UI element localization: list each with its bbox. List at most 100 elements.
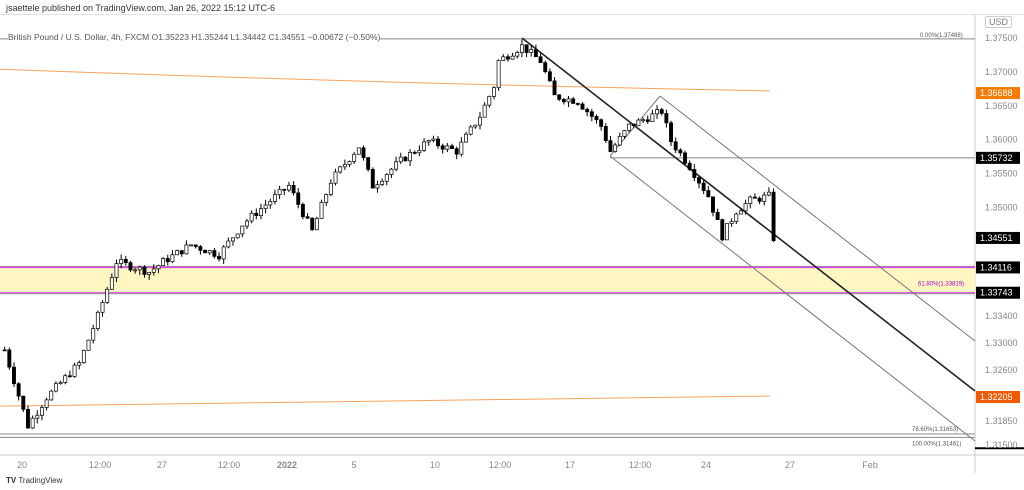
candle-body — [464, 133, 468, 143]
candle-body — [575, 103, 580, 105]
candle-body — [478, 116, 482, 126]
candle-body — [627, 123, 632, 131]
candle-body — [39, 407, 44, 416]
price-tag-label: 1.33743 — [980, 288, 1013, 298]
time-axis-label: 10 — [430, 460, 440, 470]
candle-body — [259, 208, 263, 217]
candle-body — [347, 161, 352, 165]
candle-body — [203, 250, 207, 254]
candle-body — [440, 145, 445, 150]
candle-body — [757, 197, 762, 202]
candle-body — [356, 147, 361, 155]
candle-body — [566, 98, 571, 103]
candle-body — [459, 141, 464, 155]
candle-body — [109, 277, 114, 290]
candle-body — [687, 162, 692, 170]
candle-body — [589, 111, 594, 117]
candle-body — [305, 216, 310, 219]
candle-body — [678, 149, 683, 154]
candle-body — [394, 161, 399, 170]
candle-body — [408, 151, 413, 162]
candle-body — [655, 109, 660, 115]
candle-body — [272, 194, 277, 202]
candle-body — [221, 246, 226, 260]
candle-body — [63, 375, 68, 383]
candle-body — [147, 272, 152, 275]
price-tag — [976, 151, 1020, 164]
candle-body — [673, 141, 678, 151]
candle-body — [580, 103, 585, 110]
candle-body — [594, 116, 599, 121]
candle-body — [636, 119, 641, 127]
candle-body — [333, 171, 338, 184]
candle-body — [370, 169, 375, 189]
price-axis-label: 1.33000 — [985, 338, 1018, 348]
price-axis-label: 1.33400 — [985, 311, 1018, 321]
candle-body — [515, 52, 520, 57]
candle-body — [468, 126, 473, 135]
candle-body — [91, 328, 96, 341]
candle-body — [77, 362, 82, 366]
candle-body — [324, 194, 329, 203]
candle-body — [128, 262, 133, 271]
candle-body — [95, 311, 100, 329]
candle-body — [12, 366, 16, 385]
candle-body — [170, 254, 175, 263]
candle-body — [319, 202, 324, 219]
moving-average-lower — [0, 395, 771, 407]
candle-body — [86, 339, 91, 351]
candle-body — [26, 408, 30, 429]
fib-label: 0.00%(1.37488) — [920, 33, 963, 39]
currency-label[interactable]: USD — [985, 16, 1013, 28]
candle-body — [30, 417, 35, 429]
tradingview-logo[interactable]: TV TradingView — [6, 476, 63, 485]
time-axis-label: Feb — [862, 460, 878, 470]
candle-body — [706, 190, 711, 198]
support-zone — [0, 267, 975, 293]
candle-body — [389, 168, 394, 175]
candle-body — [748, 196, 753, 204]
candle-body — [198, 246, 203, 251]
candle-body — [510, 55, 515, 60]
time-axis-label: 20 — [17, 460, 27, 470]
candle-body — [729, 221, 734, 224]
channel-upper-line — [659, 95, 976, 342]
publisher-line: jsaettele published on TradingView.com, … — [6, 3, 276, 13]
candle-body — [342, 164, 347, 168]
candle-body — [519, 44, 524, 53]
time-axis-label: 27 — [157, 460, 167, 470]
candle-body — [734, 213, 739, 222]
candle-body — [245, 220, 249, 227]
candle-body — [35, 414, 40, 419]
candle-body — [501, 56, 506, 61]
time-axis-label: 12:00 — [218, 460, 241, 470]
candle-body — [384, 174, 389, 182]
candle-body — [492, 87, 496, 97]
price-axis-label: 1.37500 — [985, 33, 1018, 43]
candle-body — [72, 364, 77, 377]
candle-body — [58, 382, 63, 385]
candle-body — [529, 49, 534, 53]
candle-body — [263, 204, 268, 209]
candle-body — [282, 188, 287, 191]
candle-body — [603, 126, 608, 142]
candle-body — [328, 182, 333, 195]
price-chart[interactable]: 1.37500 1.37000 1.36500 1.36000 1.35500 1.350… — [0, 15, 1024, 473]
candle-body — [771, 191, 776, 242]
price-axis-label: 1.35000 — [985, 203, 1018, 213]
candle-body — [67, 375, 72, 378]
fib-label: 100.00%(1.31461) — [912, 441, 961, 447]
candle-body — [450, 145, 454, 149]
candle-body — [217, 256, 221, 260]
candle-body — [165, 258, 170, 263]
fib-label: 78.60%(1.31653) — [912, 427, 958, 433]
candle-body — [398, 156, 403, 163]
candle-body — [184, 244, 189, 255]
price-axis-label: 1.31500 — [985, 440, 1018, 450]
candle-body — [561, 98, 566, 103]
candle-body — [119, 259, 124, 264]
candle-body — [725, 223, 729, 241]
price-tag — [976, 231, 1020, 244]
chart-area[interactable]: British Pound / U.S. Dollar, 4h, FXCM O1… — [0, 14, 1024, 473]
candle-body — [179, 250, 184, 255]
